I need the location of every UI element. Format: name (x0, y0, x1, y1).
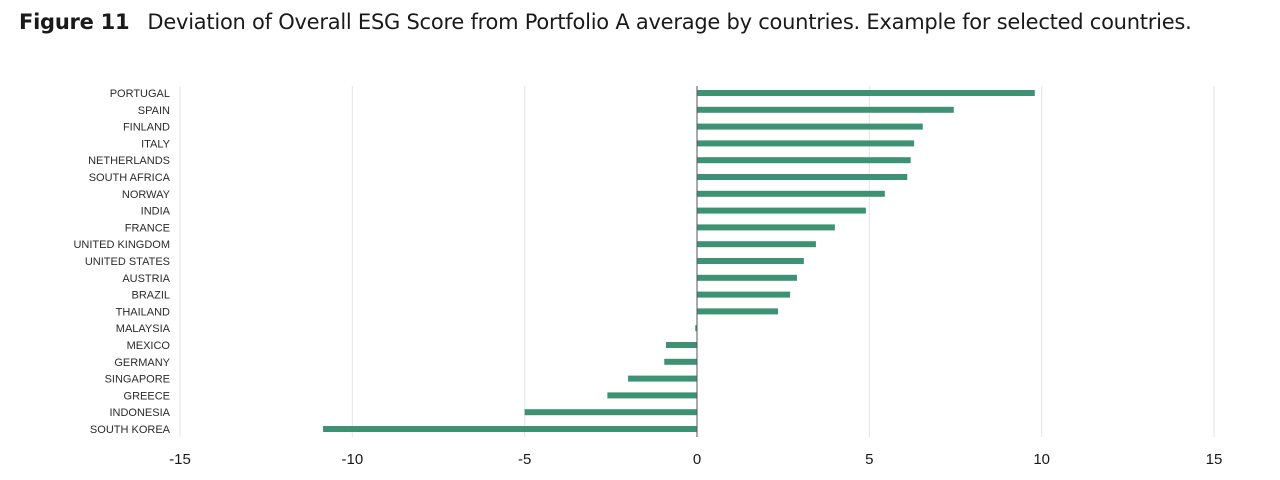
category-label: SPAIN (138, 105, 170, 117)
category-label: THAILAND (116, 306, 170, 318)
category-label: SOUTH AFRICA (89, 172, 171, 184)
bar (697, 207, 866, 214)
bar (697, 224, 835, 231)
category-label: FINLAND (123, 122, 170, 134)
x-tick-label: -15 (169, 451, 191, 468)
bar (697, 258, 804, 264)
category-label: ITALY (141, 138, 171, 150)
bar (697, 174, 908, 180)
bar (697, 308, 778, 315)
category-label: GREECE (124, 390, 170, 402)
bar (664, 358, 697, 365)
bar (697, 274, 797, 281)
category-label: MEXICO (127, 340, 171, 352)
gridlines (179, 86, 1215, 437)
bar (628, 375, 697, 382)
category-label: NORWAY (122, 189, 171, 201)
category-label: MALAYSIA (116, 323, 171, 335)
category-label: GERMANY (114, 357, 170, 369)
x-axis-ticks: -15 -10 -5 0 5 10 15 (169, 451, 1222, 468)
category-label: UNITED STATES (85, 256, 170, 268)
category-label: FRANCE (125, 222, 170, 234)
bars (323, 90, 1035, 432)
x-tick-label: 10 (1033, 451, 1050, 468)
bar (697, 140, 915, 147)
bar (524, 409, 697, 416)
category-label: UNITED KINGDOM (73, 239, 170, 251)
figure-caption: Deviation of Overall ESG Score from Port… (147, 10, 1192, 34)
x-tick-label: 5 (865, 451, 873, 468)
x-tick-label: -5 (518, 451, 531, 468)
category-label: PORTUGAL (110, 88, 170, 100)
bar (323, 426, 697, 432)
bar (607, 392, 697, 399)
category-label: INDONESIA (109, 407, 170, 419)
bar (697, 123, 923, 130)
bar (665, 342, 697, 348)
category-label: INDIA (141, 206, 171, 218)
bar (697, 106, 954, 113)
x-tick-label: -10 (341, 451, 363, 468)
category-labels: PORTUGAL SPAIN FINLAND ITALY NETHERLANDS SOUT… (73, 88, 170, 436)
category-label: NETHERLANDS (88, 155, 170, 167)
bar (697, 241, 816, 248)
x-tick-label: 15 (1206, 451, 1223, 468)
bar (697, 90, 1035, 96)
bar (697, 190, 885, 197)
category-label: SOUTH KOREA (90, 424, 171, 436)
category-label: AUSTRIA (122, 273, 170, 285)
category-label: BRAZIL (131, 290, 170, 302)
x-tick-label: 0 (693, 451, 701, 468)
figure-number: Figure 11 (19, 10, 130, 34)
figure-title: Figure 11 Deviation of Overall ESG Score … (19, 4, 1274, 40)
bar (697, 157, 911, 164)
bar (695, 325, 697, 332)
category-label: SINGAPORE (105, 374, 170, 386)
bar (697, 291, 791, 298)
